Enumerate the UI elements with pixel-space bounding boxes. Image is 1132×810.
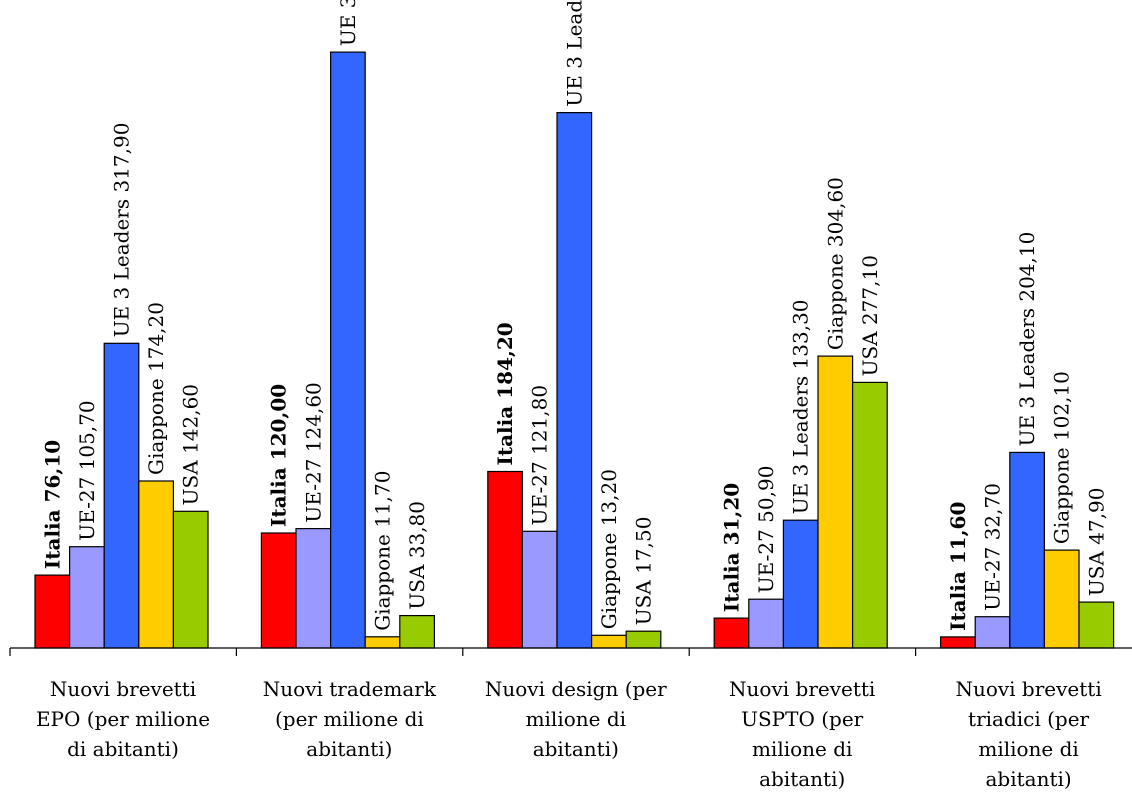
category-label-line: Nuovi brevetti [955, 677, 1102, 701]
bar [748, 598, 784, 649]
data-label: UE-27 50,90 [754, 466, 778, 594]
category-label-line: abitanti) [759, 767, 846, 791]
data-label: UE 3 Leaders 621,70 [336, 0, 360, 46]
category-label-line: Nuovi trademark [262, 677, 436, 701]
bar [974, 616, 1011, 649]
category-label-line: USPTO (per [741, 707, 864, 731]
data-label: Giappone 102,10 [1050, 371, 1074, 544]
x-axis [9, 647, 1132, 656]
bar [487, 470, 523, 649]
category-label: Nuovi brevetti triadici (per milione di abi… [916, 674, 1132, 794]
data-label: UE 3 Leaders 133,30 [789, 299, 813, 514]
data-label: UE 3 Leaders 317,90 [110, 123, 134, 338]
bar-labels-layer: Italia 76,10 UE-27 105,70 UE 3 Leaders 317… [40, 0, 1108, 631]
data-label: USA 47,90 [1084, 487, 1108, 596]
data-label: Italia 184,20 [493, 322, 517, 465]
category-label-line: Nuovi brevetti [49, 677, 197, 701]
data-label: Italia 76,10 [40, 440, 64, 569]
bar [1043, 549, 1080, 649]
bar [364, 636, 401, 649]
category-label-line: (per milione di [274, 707, 424, 731]
data-label: USA 17,50 [632, 517, 656, 626]
bar [939, 636, 976, 649]
bar [713, 617, 750, 649]
category-label-line: Nuovi brevetti [729, 677, 876, 701]
bar [556, 111, 593, 649]
category-label-line: abitanti) [306, 737, 393, 761]
category-label-line: milione di [751, 737, 853, 761]
bar [103, 342, 140, 649]
bar [1009, 451, 1045, 649]
bars-layer [34, 51, 1115, 649]
bar [851, 381, 888, 649]
data-label: UE-27 32,70 [981, 483, 1005, 611]
data-label: USA 33,80 [405, 501, 429, 610]
bar [172, 510, 209, 649]
bar [295, 527, 332, 649]
data-label: UE 3 Leaders 204,10 [1015, 232, 1039, 447]
bar [138, 480, 175, 649]
category-label-line: Nuovi design (per [484, 677, 667, 701]
data-label: Giappone 11,70 [371, 471, 395, 631]
category-label-line: triadici (per [968, 707, 1090, 731]
data-label: Giappone 174,20 [144, 302, 168, 475]
category-label-line: milione di [978, 737, 1079, 761]
data-label: UE-27 124,60 [301, 382, 325, 522]
bar [399, 614, 435, 649]
data-label: Italia 11,60 [946, 502, 970, 631]
category-label-line: EPO (per milione [35, 707, 211, 731]
data-label: USA 142,60 [179, 384, 203, 505]
bar [590, 634, 627, 649]
category-label-line: milione di [525, 707, 627, 731]
bar [521, 530, 558, 649]
category-label-line: abitanti) [985, 767, 1072, 791]
data-label: Italia 120,00 [267, 384, 291, 527]
data-label: Italia 31,20 [720, 483, 744, 612]
bar [817, 355, 854, 649]
category-label: Nuovi brevetti USPTO (per milione di abitan… [689, 674, 915, 794]
data-label: UE 3 Leaders 558,60 [562, 0, 586, 107]
category-label-line: abitanti) [532, 737, 619, 761]
bar [34, 574, 71, 649]
data-label: USA 277,10 [858, 255, 882, 376]
data-label: UE-27 105,70 [75, 400, 99, 540]
bar [68, 546, 105, 649]
bar [1078, 601, 1115, 649]
data-label: UE-27 121,80 [528, 385, 552, 525]
category-label-line: di abitanti) [67, 737, 179, 761]
bar [260, 532, 297, 649]
bar [782, 519, 819, 649]
bar [625, 630, 662, 649]
category-label: Nuovi trademark (per milione di abitanti) [236, 674, 462, 764]
category-label: Nuovi design (per milione di abitanti) [463, 674, 689, 764]
data-label: Giappone 304,60 [823, 177, 847, 350]
bar [330, 51, 366, 649]
category-label: Nuovi brevetti EPO (per milione di abitant… [10, 674, 236, 764]
data-label: Giappone 13,20 [597, 469, 621, 629]
